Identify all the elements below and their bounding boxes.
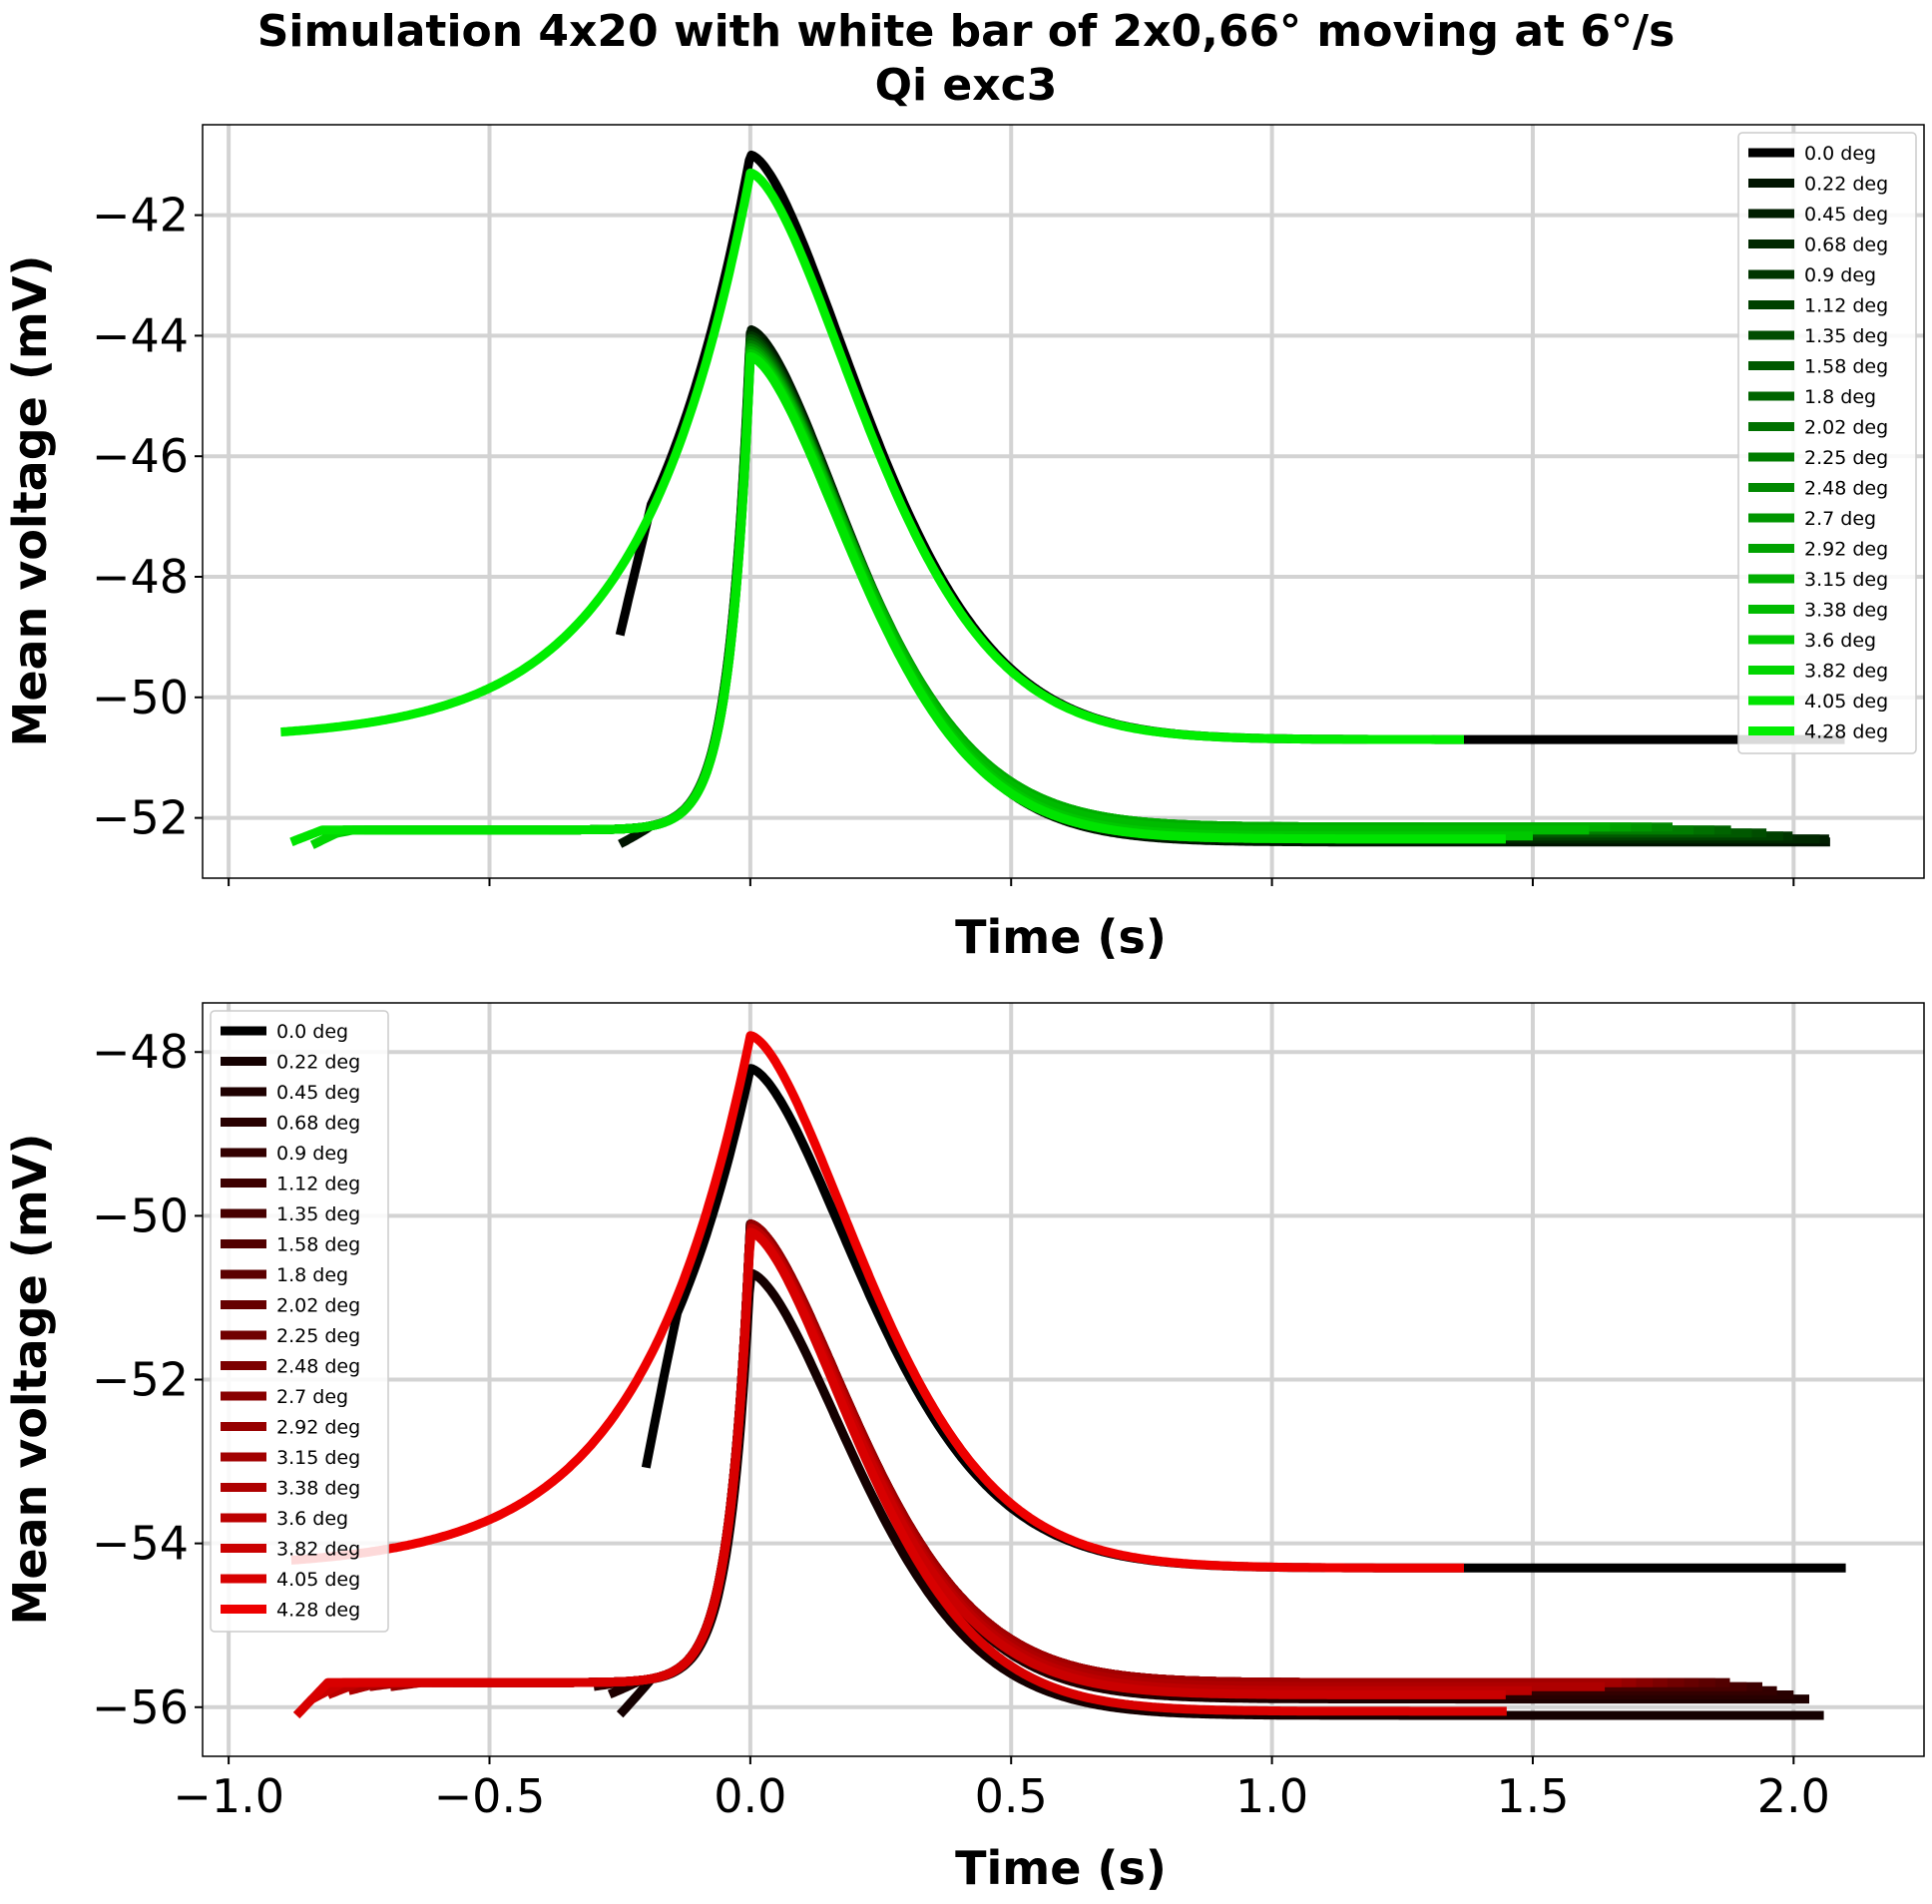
- bottom-plot-xtick-label: 0.0: [714, 1769, 786, 1823]
- bottom-plot: −1.0 −0.5 0.0 0.5 1.0 1.5 2.0 −48 −50 −52 −54 −56 0…: [3, 1002, 1925, 1895]
- bottom-plot-xtick-label: −1.0: [173, 1769, 284, 1823]
- bottom-plot-legend-label: 0.45 deg: [276, 1082, 360, 1104]
- top-plot-frame: [202, 124, 1925, 879]
- bottom-plot-legend-label: 0.9 deg: [276, 1143, 348, 1165]
- top-plot-series-line: [278, 168, 1467, 744]
- bottom-plot-lines: [288, 1031, 1848, 1720]
- top-plot-legend-label: 4.28 deg: [1804, 721, 1888, 743]
- top-plot-legend-label: 3.38 deg: [1804, 600, 1888, 622]
- bottom-plot-legend-label: 2.48 deg: [276, 1356, 360, 1378]
- bottom-plot-legend-label: 0.0 deg: [276, 1021, 348, 1043]
- bottom-plot-xtick-label: 1.0: [1235, 1769, 1308, 1823]
- chart-subtitle: Qi exc3: [875, 60, 1058, 111]
- top-plot-ytick-label: −44: [92, 308, 189, 362]
- top-plot-legend-label: 1.8 deg: [1804, 386, 1876, 408]
- bottom-plot-legend-label: 2.02 deg: [276, 1295, 360, 1317]
- bottom-plot-ticks: −1.0 −0.5 0.0 0.5 1.0 1.5 2.0 −48 −50 −52 −54 −56: [92, 1025, 1830, 1823]
- top-plot-xlabel: Time (s): [955, 910, 1167, 964]
- bottom-plot-xtick-label: 1.5: [1496, 1769, 1569, 1823]
- top-plot-legend-label: 0.0 deg: [1804, 143, 1876, 165]
- bottom-plot-legend-box: [210, 1010, 389, 1633]
- top-plot-legend-label: 0.45 deg: [1804, 204, 1888, 226]
- top-plot: −42 −44 −46 −48 −50 −52 0.0 deg 0.22 deg 0.45 d…: [3, 124, 1925, 964]
- bottom-plot-legend-label: 0.68 deg: [276, 1113, 360, 1135]
- top-plot-legend-label: 0.22 deg: [1804, 174, 1888, 196]
- top-plot-legend-label: 3.6 deg: [1804, 630, 1876, 652]
- bottom-plot-legend-label: 1.8 deg: [276, 1264, 348, 1286]
- bottom-plot-legend: 0.0 deg 0.22 deg 0.45 deg 0.68 deg 0.9 deg 1.…: [210, 1010, 389, 1633]
- bottom-plot-xlabel: Time (s): [955, 1841, 1167, 1895]
- top-plot-legend-label: 1.58 deg: [1804, 356, 1888, 378]
- bottom-plot-legend-label: 3.6 deg: [276, 1508, 348, 1530]
- top-plot-legend-label: 0.68 deg: [1804, 235, 1888, 256]
- top-plot-ticks: −42 −44 −46 −48 −50 −52: [92, 189, 1795, 886]
- bottom-plot-ytick-label: −50: [92, 1189, 189, 1242]
- top-plot-legend-label: 1.12 deg: [1804, 295, 1888, 317]
- top-plot-lines: [278, 150, 1847, 849]
- top-plot-ytick-label: −50: [92, 671, 189, 724]
- bottom-plot-ytick-label: −54: [92, 1517, 189, 1571]
- bottom-plot-ytick-label: −52: [92, 1353, 189, 1407]
- top-plot-legend-box: [1737, 132, 1917, 754]
- bottom-plot-legend-label: 3.82 deg: [276, 1539, 360, 1561]
- top-plot-ytick-label: −46: [92, 429, 189, 483]
- top-plot-series-line: [288, 352, 1509, 847]
- bottom-plot-legend-label: 2.92 deg: [276, 1417, 360, 1439]
- top-plot-legend-label: 2.7 deg: [1804, 508, 1876, 530]
- bottom-plot-legend-label: 1.58 deg: [276, 1234, 360, 1256]
- top-plot-legend-label: 2.48 deg: [1804, 478, 1888, 500]
- bottom-plot-legend-label: 3.15 deg: [276, 1447, 360, 1469]
- bottom-plot-series-line: [288, 1031, 1467, 1573]
- top-plot-legend-label: 3.82 deg: [1804, 661, 1888, 683]
- bottom-plot-series-line: [292, 1227, 1510, 1719]
- bottom-plot-legend-label: 1.12 deg: [276, 1174, 360, 1195]
- top-plot-ylabel: Mean voltage (mV): [3, 255, 57, 747]
- bottom-plot-legend-label: 0.22 deg: [276, 1052, 360, 1074]
- bottom-plot-ytick-label: −56: [92, 1680, 189, 1734]
- bottom-plot-legend-label: 3.38 deg: [276, 1478, 360, 1500]
- bottom-plot-legend-label: 1.35 deg: [276, 1203, 360, 1225]
- bottom-plot-xtick-label: 2.0: [1757, 1769, 1830, 1823]
- top-plot-legend-label: 0.9 deg: [1804, 264, 1876, 286]
- top-plot-ytick-label: −52: [92, 791, 189, 845]
- bottom-plot-legend-label: 2.7 deg: [276, 1386, 348, 1408]
- top-plot-legend-label: 4.05 deg: [1804, 691, 1888, 713]
- bottom-plot-ytick-label: −48: [92, 1025, 189, 1079]
- bottom-plot-legend-label: 2.25 deg: [276, 1325, 360, 1347]
- top-plot-ytick-label: −42: [92, 189, 189, 242]
- top-plot-legend-label: 3.15 deg: [1804, 569, 1888, 591]
- top-plot-legend-label: 2.92 deg: [1804, 539, 1888, 561]
- bottom-plot-ylabel: Mean voltage (mV): [3, 1134, 57, 1626]
- top-plot-ytick-label: −48: [92, 550, 189, 604]
- bottom-plot-xtick-label: 0.5: [975, 1769, 1048, 1823]
- bottom-plot-legend-label: 4.05 deg: [276, 1569, 360, 1591]
- bottom-plot-legend-label: 4.28 deg: [276, 1600, 360, 1622]
- top-plot-legend-label: 2.25 deg: [1804, 447, 1888, 469]
- top-plot-legend: 0.0 deg 0.22 deg 0.45 deg 0.68 deg 0.9 deg 1.…: [1737, 132, 1917, 754]
- top-plot-background: [203, 125, 1924, 878]
- chart-title: Simulation 4x20 with white bar of 2x0,66…: [257, 6, 1676, 57]
- top-plot-legend-label: 1.35 deg: [1804, 325, 1888, 347]
- top-plot-legend-label: 2.02 deg: [1804, 417, 1888, 439]
- bottom-plot-xtick-label: −0.5: [434, 1769, 546, 1823]
